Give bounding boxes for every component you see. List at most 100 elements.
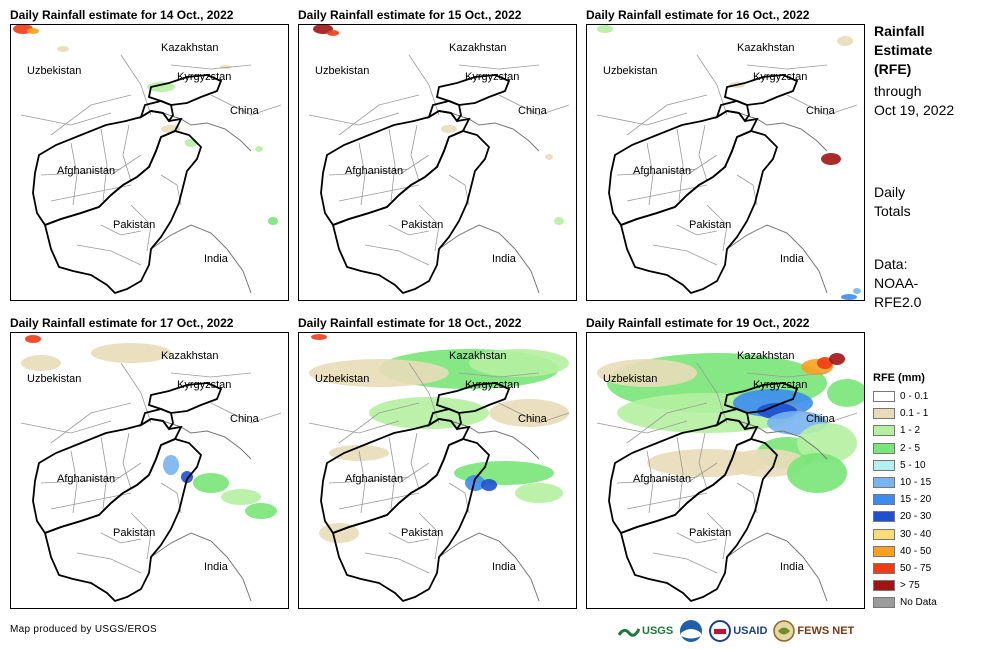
country-label-kazakhstan: Kazakhstan [737,42,794,54]
legend-swatch [873,545,895,557]
province-boundary [698,432,708,490]
legend-item: 5 - 10 [873,457,937,474]
province-boundary [448,482,470,514]
country-label-uzbekistan: Uzbekistan [27,65,81,77]
province-boundary [120,54,152,116]
province-boundary [70,450,78,514]
country-label-kyrgyzstan: Kyrgyzstan [177,379,231,391]
region-outline [43,130,203,295]
usaid-wordmark: USAID [733,625,768,637]
legend-item: 15 - 20 [873,491,937,508]
rainfall-area [597,25,613,33]
sidebar-through: through Oct 19, 2022 [874,82,954,120]
province-boundary [20,112,112,126]
province-boundary [40,476,122,484]
province-boundary [122,432,132,490]
region-outline [147,382,223,414]
country-label-kazakhstan: Kazakhstan [737,350,794,362]
province-boundary [388,128,396,202]
rainfall-area [163,455,179,475]
map-frame: Kazakhstan Uzbekistan Kyrgyzstan China Afgha… [10,332,289,609]
legend-swatch [873,494,895,506]
usgs-logo: USGS [618,623,673,639]
province-boundary [338,492,420,510]
province-boundary [160,482,182,514]
region-outline [427,408,462,431]
country-label-china: China [806,413,836,425]
map-frame: Kazakhstan Uzbekistan Kyrgyzstan China Afgha… [298,24,577,301]
province-boundary [100,224,142,236]
province-boundary [646,450,654,514]
legend: RFE (mm) 0 - 0.1 0.1 - 1 1 - 2 2 - 5 5 - 10 1… [873,372,937,611]
rainfall-area [469,349,569,377]
legend-label: 10 - 15 [900,477,932,489]
province-boundary [408,54,440,116]
country-label-afghanistan: Afghanistan [57,473,115,485]
legend-swatch [873,425,895,437]
province-boundary [40,168,122,176]
legend-swatch [873,459,895,471]
region-outline [427,100,462,123]
rainfall-map: Kazakhstan Uzbekistan Kyrgyzstan China Afgha… [596,350,864,603]
country-boundary [150,532,252,602]
province-boundary [398,462,430,484]
rainfall-area [554,217,564,225]
legend-item: 0.1 - 1 [873,405,937,422]
province-boundary [308,112,400,126]
country-label-china: China [230,105,260,117]
rainfall-area [221,489,261,505]
usgs-wave-icon [618,628,640,637]
country-label-pakistan: Pakistan [689,219,731,231]
legend-label: 30 - 40 [900,528,932,540]
province-boundary [130,512,152,560]
province-boundary [458,372,540,378]
region-outline [715,408,750,431]
sidebar-title-line: Estimate [874,42,933,58]
province-boundary [308,420,400,434]
country-label-afghanistan: Afghanistan [345,473,403,485]
province-boundary [76,552,142,574]
province-boundary [786,94,858,116]
legend-item: 30 - 40 [873,526,937,543]
region-outline [723,382,799,414]
data-label: Data: [874,256,908,272]
province-boundary [338,94,420,136]
country-label-kyrgyzstan: Kyrgyzstan [753,71,807,83]
rainfall-map: Kazakhstan Uzbekistan Kyrgyzstan China Afgha… [308,25,570,295]
province-boundary [626,184,708,202]
country-label-uzbekistan: Uzbekistan [27,373,81,385]
rainfall-area [821,153,841,165]
legend-swatch [873,477,895,489]
legend-swatch [873,528,895,540]
legend-label: 40 - 50 [900,545,932,557]
rainfall-area [841,294,857,300]
legend-swatch [873,562,895,574]
legend-label: No Data [900,597,937,609]
country-label-kyrgyzstan: Kyrgyzstan [465,379,519,391]
legend-rows: 0 - 0.1 0.1 - 1 1 - 2 2 - 5 5 - 10 10 - 15 15 … [873,388,937,611]
province-boundary [652,244,718,266]
country-boundary [726,224,828,294]
legend-label: 2 - 5 [900,442,921,454]
legend-item: 10 - 15 [873,474,937,491]
rainfall-area [817,357,833,369]
map-panel-2: Daily Rainfall estimate for 15 Oct., 202… [298,8,577,301]
country-label-afghanistan: Afghanistan [345,165,403,177]
province-boundary [410,124,420,182]
rainfall-area [837,36,853,46]
legend-item: > 75 [873,577,937,594]
legend-swatch [873,391,895,403]
province-boundary [364,552,430,574]
province-boundary [596,420,688,434]
fewsnet-logo: FEWS NET [773,620,854,642]
province-boundary [616,168,698,176]
province-boundary [746,64,828,70]
country-boundary [150,224,252,294]
panel-title: Daily Rainfall estimate for 18 Oct., 202… [298,316,522,330]
province-boundary [210,402,282,424]
sidebar-title-line: (RFE) [874,61,912,77]
province-boundary [786,402,858,424]
province-boundary [626,402,708,444]
country-label-pakistan: Pakistan [113,527,155,539]
country-label-pakistan: Pakistan [113,219,155,231]
